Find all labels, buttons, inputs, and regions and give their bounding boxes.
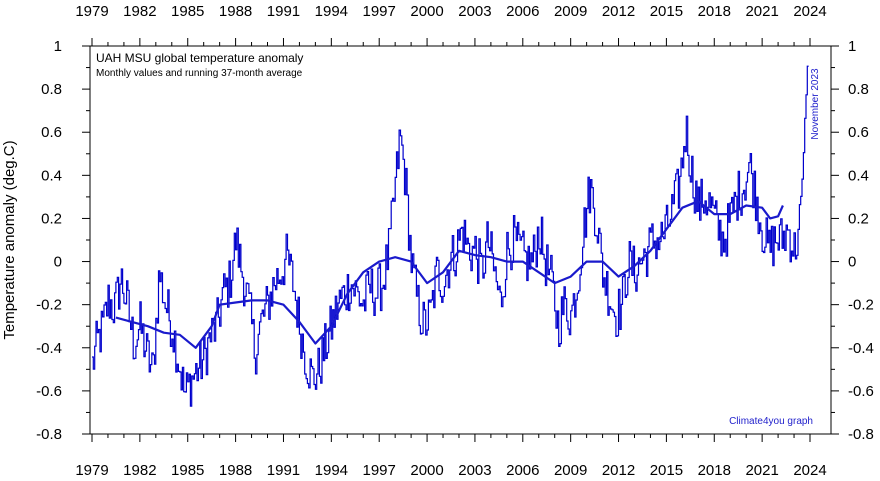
x-tick-label-bottom: 2009 (554, 462, 587, 479)
running-average-line (115, 200, 784, 349)
y-tick-label-right: 0.2 (848, 210, 869, 227)
y-tick-label-left: -0.2 (36, 297, 62, 314)
y-tick-label-left: 0.4 (41, 167, 62, 184)
y-tick-label-left: 0.2 (41, 210, 62, 227)
x-tick-label-top: 1979 (75, 3, 108, 20)
y-tick-label-right: -0.4 (848, 340, 874, 357)
y-tick-label-left: -0.4 (36, 340, 62, 357)
x-tick-label-top: 2012 (602, 3, 635, 20)
x-tick-label-bottom: 1982 (123, 462, 156, 479)
x-tick-label-top: 2024 (793, 3, 826, 20)
x-tick-label-top: 2018 (698, 3, 731, 20)
x-tick-label-bottom: 2012 (602, 462, 635, 479)
x-tick-label-top: 2003 (458, 3, 491, 20)
monthly-values-line (92, 65, 809, 407)
x-tick-label-top: 1994 (315, 3, 348, 20)
x-tick-label-top: 2021 (745, 3, 778, 20)
x-tick-label-top: 1988 (219, 3, 252, 20)
x-tick-label-bottom: 2003 (458, 462, 491, 479)
ticks-layer: 1979 1979 1982 1982 1985 1985 1988 1988 1991 1991… (36, 3, 874, 479)
x-tick-label-bottom: 2000 (410, 462, 443, 479)
x-tick-label-bottom: 1991 (267, 462, 300, 479)
x-tick-label-bottom: 2024 (793, 462, 826, 479)
x-tick-label-bottom: 2018 (698, 462, 731, 479)
y-tick-label-right: 0 (848, 254, 856, 271)
x-tick-label-top: 2009 (554, 3, 587, 20)
y-tick-label-left: 1 (54, 38, 62, 55)
x-tick-label-top: 2006 (506, 3, 539, 20)
x-tick-label-top: 1982 (123, 3, 156, 20)
x-tick-label-top: 2000 (410, 3, 443, 20)
y-tick-label-right: -0.8 (848, 426, 874, 443)
y-tick-label-left: -0.6 (36, 383, 62, 400)
x-tick-label-bottom: 2015 (650, 462, 683, 479)
y-tick-label-left: -0.8 (36, 426, 62, 443)
y-axis-label: Temperature anomaly (deg.C) (1, 140, 18, 339)
end-date-label: November 2023 (810, 68, 821, 140)
y-tick-label-left: 0.6 (41, 124, 62, 141)
x-tick-label-bottom: 1985 (171, 462, 204, 479)
x-tick-label-bottom: 1994 (315, 462, 348, 479)
y-tick-label-left: 0 (54, 254, 62, 271)
credit-label: Climate4you graph (729, 416, 813, 427)
y-tick-label-right: 0.6 (848, 124, 869, 141)
chart-subtitle: Monthly values and running 37-month aver… (96, 68, 303, 79)
y-tick-label-right: 0.4 (848, 167, 869, 184)
y-tick-label-right: -0.2 (848, 297, 874, 314)
y-tick-label-right: 0.8 (848, 81, 869, 98)
y-tick-label-right: -0.6 (848, 383, 874, 400)
x-tick-label-top: 1985 (171, 3, 204, 20)
x-tick-label-bottom: 1988 (219, 462, 252, 479)
y-tick-label-right: 1 (848, 38, 856, 55)
x-tick-label-bottom: 2021 (745, 462, 778, 479)
x-tick-label-bottom: 2006 (506, 462, 539, 479)
y-tick-label-left: 0.8 (41, 81, 62, 98)
x-tick-label-bottom: 1997 (363, 462, 396, 479)
chart-title: UAH MSU global temperature anomaly (96, 51, 303, 65)
x-tick-label-bottom: 1979 (75, 462, 108, 479)
data-layer (92, 65, 809, 407)
x-tick-label-top: 2015 (650, 3, 683, 20)
x-tick-label-top: 1991 (267, 3, 300, 20)
x-tick-label-top: 1997 (363, 3, 396, 20)
